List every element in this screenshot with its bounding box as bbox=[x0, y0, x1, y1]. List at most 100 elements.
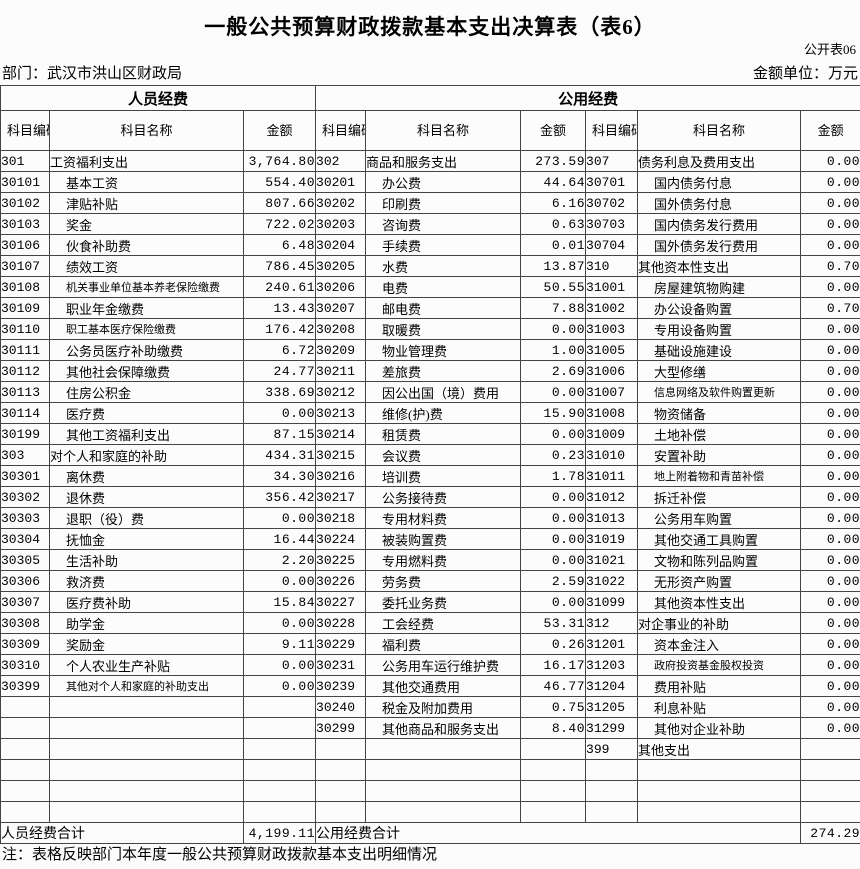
table-row: 30240 税金及附加费用 0.75 31205 利息补贴 0.00 bbox=[0, 696, 860, 718]
subject-code-cell bbox=[315, 801, 367, 823]
table-row: 30308 助学金 0.00 30228 工会经费 53.31 312 对企事业的补助 0.00 bbox=[0, 612, 860, 634]
personnel-total-label: 人员经费合计 bbox=[0, 822, 244, 844]
subject-code-cell bbox=[315, 759, 367, 781]
amount-cell: 0.75 bbox=[520, 696, 587, 718]
amount-cell: 0.00 bbox=[800, 381, 860, 403]
subject-code-cell: 31009 bbox=[585, 423, 639, 445]
amount-cell bbox=[242, 759, 317, 781]
table-row: 399 其他支出 bbox=[0, 738, 860, 760]
subject-name-cell: 其他工资福利支出 bbox=[49, 423, 244, 445]
amount-cell: 0.00 bbox=[520, 318, 587, 340]
table-row: 30302 退休费 356.42 30217 公务接待费 0.00 31012 拆迁补偿 0.0… bbox=[0, 486, 860, 508]
subject-code-cell: 31203 bbox=[585, 654, 639, 676]
amount-cell: 0.00 bbox=[800, 612, 860, 634]
amount-cell: 1.78 bbox=[520, 465, 587, 487]
amount-cell bbox=[242, 696, 317, 718]
subject-name-cell: 取暖费 bbox=[365, 318, 522, 340]
subject-name-cell: 奖金 bbox=[49, 213, 244, 235]
subject-code-cell: 30309 bbox=[0, 633, 50, 655]
subject-name-cell: 抚恤金 bbox=[49, 528, 244, 550]
subject-name-cell: 职业年金缴费 bbox=[49, 297, 244, 319]
subject-name-cell: 公务接待费 bbox=[365, 486, 522, 508]
subject-name-cell: 信息网络及软件购置更新 bbox=[637, 381, 802, 403]
subject-name-cell: 费用补贴 bbox=[637, 675, 802, 697]
amount-cell: 6.72 bbox=[242, 339, 317, 361]
amount-cell: 0.00 bbox=[800, 423, 860, 445]
subject-name-cell: 奖励金 bbox=[49, 633, 244, 655]
amount-cell: 0.00 bbox=[800, 654, 860, 676]
subject-name-cell bbox=[49, 696, 244, 718]
table-row: 30103 奖金 722.02 30203 咨询费 0.63 30703 国内债务发行费用 0.… bbox=[0, 213, 860, 235]
table-row: 30301 离休费 34.30 30216 培训费 1.78 31011 地上附着物和青苗补偿… bbox=[0, 465, 860, 487]
subject-name-cell: 津贴补贴 bbox=[49, 192, 244, 214]
subject-name-cell: 其他资本性支出 bbox=[637, 591, 802, 613]
column-header-amount: 金额 bbox=[242, 110, 317, 151]
subject-code-cell: 30212 bbox=[315, 381, 367, 403]
subject-code-cell bbox=[315, 780, 367, 802]
subject-name-cell: 工资福利支出 bbox=[49, 150, 244, 172]
amount-cell: 0.00 bbox=[800, 570, 860, 592]
subject-code-cell: 30205 bbox=[315, 255, 367, 277]
public-total-amount: 274.29 bbox=[800, 822, 860, 844]
subject-code-cell: 30304 bbox=[0, 528, 50, 550]
totals-row: 人员经费合计 4,199.11 公用经费合计 274.29 bbox=[0, 822, 860, 844]
subject-name-cell: 专用设备购置 bbox=[637, 318, 802, 340]
subject-name-cell: 国外债务发行费用 bbox=[637, 234, 802, 256]
subject-code-cell: 30704 bbox=[585, 234, 639, 256]
subject-code-cell: 31299 bbox=[585, 717, 639, 739]
subject-code-cell: 30203 bbox=[315, 213, 367, 235]
amount-cell: 722.02 bbox=[242, 213, 317, 235]
amount-cell: 0.00 bbox=[520, 507, 587, 529]
column-header-code: 科目编码 bbox=[0, 110, 50, 151]
subject-name-cell: 土地补偿 bbox=[637, 423, 802, 445]
subject-name-cell: 医疗费 bbox=[49, 402, 244, 424]
subject-code-cell: 30217 bbox=[315, 486, 367, 508]
column-header-amount: 金额 bbox=[800, 110, 860, 151]
public-group-header: 公用经费 bbox=[315, 85, 860, 111]
table-row: 30111 公务员医疗补助缴费 6.72 30209 物业管理费 1.00 31005 基础设… bbox=[0, 339, 860, 361]
subject-name-cell: 专用燃料费 bbox=[365, 549, 522, 571]
amount-cell bbox=[242, 717, 317, 739]
amount-cell: 24.77 bbox=[242, 360, 317, 382]
subject-code-cell: 30299 bbox=[315, 717, 367, 739]
subject-code-cell: 31003 bbox=[585, 318, 639, 340]
subject-name-cell: 离休费 bbox=[49, 465, 244, 487]
subject-name-cell bbox=[49, 759, 244, 781]
subject-name-cell: 咨询费 bbox=[365, 213, 522, 235]
subject-name-cell: 国内债务发行费用 bbox=[637, 213, 802, 235]
table-row: 30114 医疗费 0.00 30213 维修(护)费 15.90 31008 物资储备 0.0… bbox=[0, 402, 860, 424]
amount-cell bbox=[800, 738, 860, 760]
subject-name-cell bbox=[49, 801, 244, 823]
subject-code-cell: 30310 bbox=[0, 654, 50, 676]
subject-name-cell: 资本金注入 bbox=[637, 633, 802, 655]
subject-code-cell: 31002 bbox=[585, 297, 639, 319]
amount-cell: 44.64 bbox=[520, 171, 587, 193]
subject-code-cell: 31001 bbox=[585, 276, 639, 298]
amount-cell: 0.00 bbox=[800, 360, 860, 382]
subject-code-cell: 31013 bbox=[585, 507, 639, 529]
subject-code-cell: 30306 bbox=[0, 570, 50, 592]
amount-cell: 0.00 bbox=[800, 150, 860, 172]
amount-cell: 15.90 bbox=[520, 402, 587, 424]
subject-name-cell: 物资储备 bbox=[637, 402, 802, 424]
table-row: 30299 其他商品和服务支出 8.40 31299 其他对企业补助 0.00 bbox=[0, 717, 860, 739]
subject-code-cell: 30229 bbox=[315, 633, 367, 655]
subject-name-cell: 地上附着物和青苗补偿 bbox=[637, 465, 802, 487]
subject-code-cell: 312 bbox=[585, 612, 639, 634]
subject-name-cell: 办公费 bbox=[365, 171, 522, 193]
amount-cell: 0.00 bbox=[242, 402, 317, 424]
amount-cell: 176.42 bbox=[242, 318, 317, 340]
subject-name-cell: 职工基本医疗保险缴费 bbox=[49, 318, 244, 340]
subject-code-cell: 30211 bbox=[315, 360, 367, 382]
subject-name-cell: 其他资本性支出 bbox=[637, 255, 802, 277]
table-row: 30309 奖励金 9.11 30229 福利费 0.26 31201 资本金注入 0.00 bbox=[0, 633, 860, 655]
subject-name-cell: 对企事业的补助 bbox=[637, 612, 802, 634]
subject-name-cell: 国内债务付息 bbox=[637, 171, 802, 193]
amount-cell: 0.00 bbox=[242, 612, 317, 634]
subject-name-cell: 房屋建筑物购建 bbox=[637, 276, 802, 298]
subject-name-cell: 基本工资 bbox=[49, 171, 244, 193]
subject-name-cell: 绩效工资 bbox=[49, 255, 244, 277]
subject-code-cell: 30107 bbox=[0, 255, 50, 277]
amount-cell: 0.00 bbox=[800, 339, 860, 361]
subject-code-cell: 30110 bbox=[0, 318, 50, 340]
